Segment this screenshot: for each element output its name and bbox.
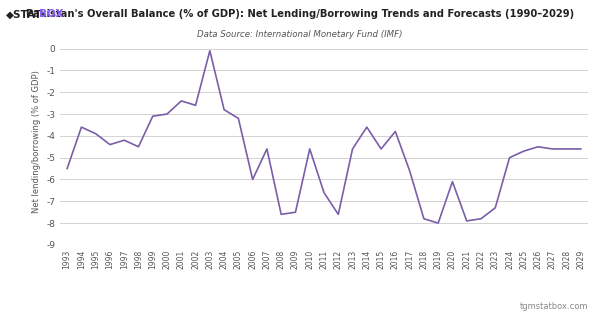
Text: Data Source: International Monetary Fund (IMF): Data Source: International Monetary Fund… [197,30,403,39]
Text: ◆STAT: ◆STAT [6,9,43,19]
Y-axis label: Net lending/borrowing (% of GDP): Net lending/borrowing (% of GDP) [32,70,41,213]
Text: BOX: BOX [39,9,64,19]
Text: Pakistan's Overall Balance (% of GDP): Net Lending/Borrowing Trends and Forecast: Pakistan's Overall Balance (% of GDP): N… [26,9,574,19]
Text: tgmstatbox.com: tgmstatbox.com [520,302,588,311]
